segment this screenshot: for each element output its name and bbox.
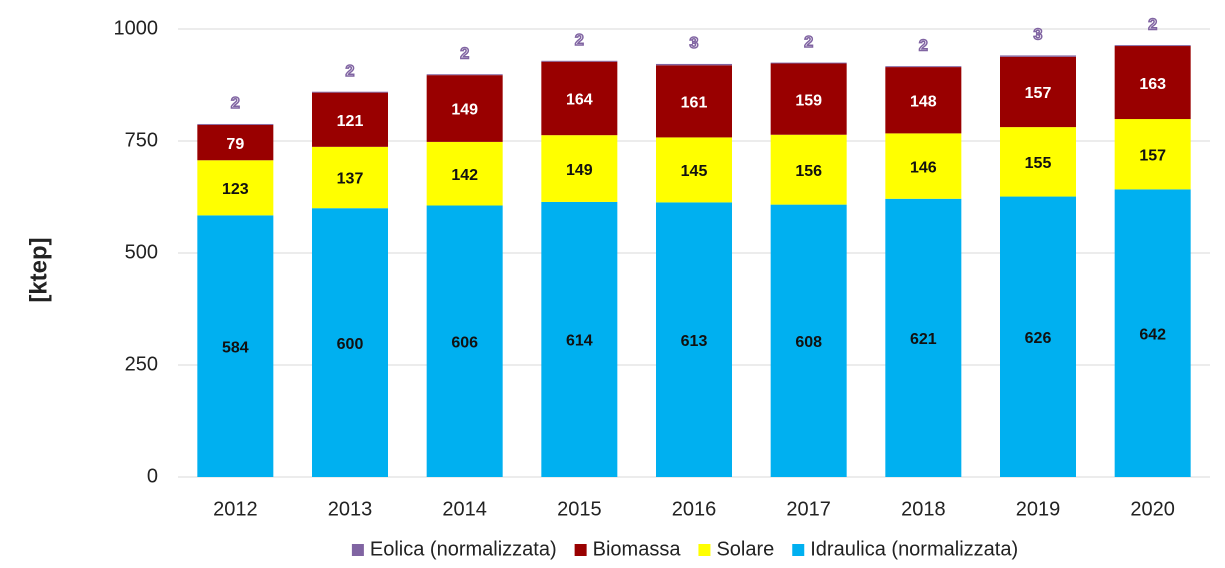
bar-segment xyxy=(541,201,618,478)
data-label: 2 xyxy=(804,34,813,51)
x-tick-label: 2018 xyxy=(901,498,946,520)
legend-swatch xyxy=(792,544,805,556)
data-label: 146 xyxy=(910,159,937,176)
y-tick-label: 750 xyxy=(125,129,158,151)
y-axis-label: [ktep] xyxy=(25,237,52,302)
bar-segment xyxy=(1114,45,1191,47)
bar-segment xyxy=(885,198,962,478)
data-label: 2 xyxy=(231,95,240,112)
bar-segment xyxy=(541,135,618,202)
data-label: 584 xyxy=(222,339,249,356)
bar-segment xyxy=(426,141,503,206)
bar-segment xyxy=(312,91,388,93)
data-label: 145 xyxy=(681,163,708,180)
data-label: 3 xyxy=(1034,27,1043,44)
legend-label: Solare xyxy=(716,538,774,560)
bar-segment xyxy=(312,208,388,477)
x-tick-label: 2019 xyxy=(1016,498,1061,520)
bar-segment xyxy=(426,75,503,142)
bar-segment xyxy=(197,160,274,216)
bar-segment xyxy=(1000,127,1076,197)
data-label: 613 xyxy=(681,333,708,350)
bar-segment xyxy=(770,204,847,477)
x-tick-label: 2016 xyxy=(672,498,717,520)
data-label: 2 xyxy=(575,32,584,49)
bar-segment xyxy=(197,215,274,478)
x-tick-label: 2017 xyxy=(786,498,831,520)
bar-segment xyxy=(426,74,503,76)
legend-label: Biomassa xyxy=(593,538,682,560)
x-tick-label: 2013 xyxy=(328,498,373,520)
bar-segment xyxy=(885,133,962,199)
x-tick-label: 2015 xyxy=(557,498,602,520)
data-label: 149 xyxy=(566,162,593,179)
y-tick-label: 0 xyxy=(147,465,158,487)
data-label: 163 xyxy=(1139,76,1166,93)
bar-segment xyxy=(1114,46,1191,120)
legend-swatch xyxy=(351,544,364,556)
data-label: 155 xyxy=(1025,155,1052,172)
x-tick-label: 2014 xyxy=(442,498,487,520)
data-label: 142 xyxy=(451,167,478,184)
data-label: 121 xyxy=(337,113,364,130)
data-label: 621 xyxy=(910,331,937,348)
data-label: 614 xyxy=(566,333,593,350)
data-label: 157 xyxy=(1025,85,1052,102)
data-label: 608 xyxy=(795,334,822,351)
data-label: 164 xyxy=(566,92,593,109)
data-label: 2 xyxy=(1148,16,1157,33)
data-label: 149 xyxy=(451,102,478,119)
data-label: 137 xyxy=(337,171,364,188)
data-label: 2 xyxy=(346,63,355,80)
bar-segment xyxy=(885,66,962,68)
data-label: 159 xyxy=(795,92,822,109)
bar-segment xyxy=(1000,196,1076,477)
bar-segment xyxy=(770,63,847,135)
bar-segment xyxy=(656,65,732,138)
bar-segment xyxy=(656,137,732,203)
bar-segment xyxy=(656,202,732,477)
bar-segment xyxy=(312,92,388,147)
data-label: 626 xyxy=(1025,330,1052,347)
bar-segment xyxy=(541,60,618,62)
x-tick-label: 2012 xyxy=(213,498,258,520)
bar-segment xyxy=(1114,119,1191,190)
bar-segment xyxy=(656,63,732,66)
data-label: 2 xyxy=(919,37,928,54)
y-tick-label: 1000 xyxy=(114,17,159,39)
data-label: 2 xyxy=(460,45,469,62)
bar-segment xyxy=(770,134,847,205)
legend-swatch xyxy=(574,544,587,556)
legend-label: Eolica (normalizzata) xyxy=(370,538,557,560)
bar-segment xyxy=(885,67,962,134)
bar-segment xyxy=(770,62,847,64)
data-label: 606 xyxy=(451,334,478,351)
data-label: 79 xyxy=(226,136,244,153)
bar-segment xyxy=(197,123,274,125)
data-label: 123 xyxy=(222,181,249,198)
legend-swatch xyxy=(698,544,711,556)
data-label: 161 xyxy=(681,95,708,112)
x-tick-label: 2020 xyxy=(1130,498,1175,520)
data-label: 156 xyxy=(795,163,822,180)
bar-segment xyxy=(541,61,618,136)
bar-segment xyxy=(1000,55,1076,57)
bar-segment xyxy=(197,124,274,161)
data-label: 157 xyxy=(1139,147,1166,164)
data-label: 600 xyxy=(337,336,364,353)
bar-segment xyxy=(1000,56,1076,128)
data-label: 148 xyxy=(910,93,937,110)
y-tick-label: 500 xyxy=(125,241,158,263)
bar-segment xyxy=(1114,189,1191,477)
bar-segment xyxy=(426,205,503,477)
bar-segment xyxy=(312,146,388,209)
legend-label: Idraulica (normalizzata) xyxy=(810,538,1018,560)
y-tick-label: 250 xyxy=(125,353,158,375)
data-label: 3 xyxy=(690,35,699,52)
data-label: 642 xyxy=(1139,326,1166,343)
